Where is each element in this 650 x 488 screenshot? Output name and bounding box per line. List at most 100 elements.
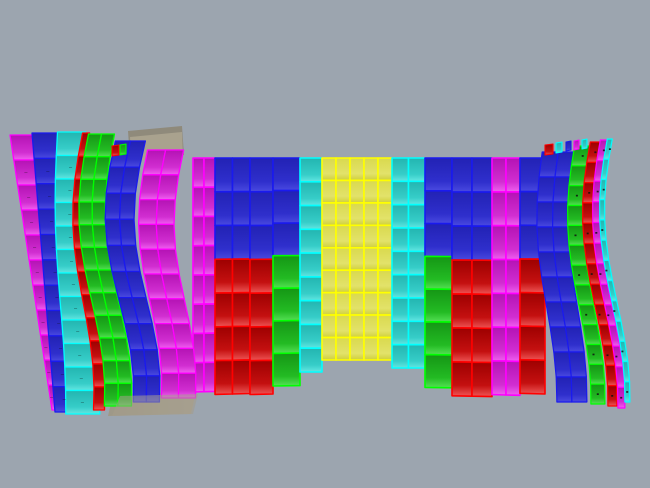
mesh-quad-span-0-7-1 bbox=[203, 361, 216, 393]
left-flange-mesh[interactable] bbox=[9, 131, 197, 415]
element-number-label: — bbox=[50, 395, 54, 399]
mesh-quad-span-5-1-1 bbox=[335, 179, 351, 204]
element-number-label: — bbox=[48, 194, 52, 198]
mesh-quad-span-5-4-3 bbox=[363, 247, 379, 272]
mesh-quad-span-7-2-0 bbox=[424, 222, 453, 258]
mesh-quad-span-5-7-3 bbox=[363, 314, 379, 339]
mesh-quad-span-9-6-0 bbox=[491, 359, 507, 396]
element-number-label: — bbox=[69, 236, 73, 240]
mesh-quad-right-0-1-0 bbox=[536, 176, 556, 203]
mesh-quad-right-0-2-0 bbox=[536, 201, 554, 228]
mesh-quad-span-8-5-0 bbox=[451, 326, 473, 364]
mesh-quad-span-1-4-1 bbox=[231, 291, 251, 328]
mesh-quad-span-6-2-1 bbox=[407, 203, 426, 229]
mesh-quad-span-1-1-1 bbox=[231, 190, 251, 227]
element-number-label: — bbox=[81, 400, 85, 404]
fea-mesh-root[interactable] bbox=[9, 131, 631, 416]
mesh-quad-span-1-5-0 bbox=[214, 325, 234, 362]
mesh-quad-left-5-8-1 bbox=[143, 349, 161, 377]
element-number-label bbox=[613, 310, 616, 312]
mesh-quad-span-5-6-0 bbox=[321, 291, 337, 316]
fringe-cap-5 bbox=[111, 144, 120, 157]
mesh-quad-span-5-1-4 bbox=[377, 179, 393, 204]
mesh-quad-left-4-1-1 bbox=[93, 156, 111, 180]
mesh-quad-span-4-7-0 bbox=[299, 323, 323, 350]
element-number-label: — bbox=[59, 346, 63, 350]
mesh-quad-span-4-1-0 bbox=[299, 181, 323, 207]
element-number-label bbox=[611, 395, 614, 397]
mesh-quad-span-6-4-1 bbox=[407, 250, 426, 276]
mesh-quad-right-2-3-0 bbox=[582, 202, 594, 224]
element-number-label: — bbox=[61, 372, 65, 376]
mesh-quad-span-6-1-0 bbox=[391, 180, 410, 206]
element-number-label bbox=[585, 313, 588, 316]
element-number-label: — bbox=[63, 397, 67, 401]
mesh-quad-left-6-1-1 bbox=[156, 174, 180, 201]
mesh-quad-span-5-3-4 bbox=[377, 224, 393, 249]
mesh-quad-right-1-5-0 bbox=[568, 244, 588, 266]
mesh-quad-span-5-6-3 bbox=[363, 291, 379, 316]
mesh-quad-span-6-8-0 bbox=[391, 343, 410, 369]
mesh-quad-span-0-4-1 bbox=[203, 273, 216, 305]
mesh-quad-span-0-6-1 bbox=[203, 332, 216, 364]
mesh-quad-span-5-8-3 bbox=[363, 336, 379, 361]
mesh-quad-span-2-3-0 bbox=[249, 258, 274, 295]
mesh-quad-span-5-3-2 bbox=[349, 224, 365, 249]
mesh-quad-right-0-9-0 bbox=[555, 376, 573, 403]
mesh-quad-span-9-1-0 bbox=[491, 191, 507, 227]
mesh-quad-left-6-8-0 bbox=[158, 347, 180, 374]
mesh-quad-span-0-1-1 bbox=[203, 186, 216, 218]
right-flange-mesh[interactable] bbox=[536, 138, 631, 409]
mesh-quad-span-10-4-0 bbox=[519, 291, 546, 328]
mesh-quad-span-6-3-0 bbox=[391, 227, 410, 253]
mesh-quad-span-1-5-1 bbox=[231, 325, 251, 362]
mesh-quad-span-5-5-0 bbox=[321, 269, 337, 294]
mesh-quad-left-6-2-1 bbox=[155, 198, 176, 226]
mesh-quad-span-6-5-0 bbox=[391, 273, 410, 299]
mesh-quad-right-1-10-0 bbox=[585, 343, 604, 365]
mesh-quad-span-5-5-4 bbox=[377, 269, 393, 294]
mesh-quad-span-1-3-1 bbox=[231, 258, 251, 294]
mesh-quad-span-3-4-0 bbox=[272, 287, 301, 322]
mesh-quad-span-5-0-2 bbox=[349, 157, 365, 182]
mesh-quad-left-6-3-0 bbox=[137, 223, 159, 250]
mesh-quad-span-3-5-0 bbox=[272, 319, 301, 355]
mesh-quad-left-4-10-1 bbox=[115, 360, 133, 384]
mesh-quad-span-0-3-1 bbox=[203, 244, 216, 276]
mesh-quad-span-8-0-1 bbox=[471, 157, 493, 193]
mesh-quad-left-6-9-0 bbox=[160, 372, 180, 399]
element-number-label bbox=[626, 391, 629, 393]
mesh-quad-span-6-7-0 bbox=[391, 320, 410, 346]
mesh-quad-span-1-3-0 bbox=[214, 258, 234, 294]
mesh-quad-span-2-0-0 bbox=[249, 157, 274, 193]
mesh-quad-span-9-2-0 bbox=[491, 224, 507, 261]
fringe-cap-6 bbox=[119, 143, 127, 156]
element-number-label bbox=[596, 190, 599, 193]
mesh-quad-span-1-6-0 bbox=[214, 359, 234, 396]
mesh-quad-span-8-6-1 bbox=[471, 361, 493, 398]
mesh-quad-right-0-3-1 bbox=[551, 226, 571, 253]
mesh-quad-span-6-0-0 bbox=[391, 157, 410, 183]
mesh-quad-span-0-3-0 bbox=[192, 244, 205, 276]
mesh-quad-span-2-6-0 bbox=[249, 359, 274, 396]
element-number-label bbox=[598, 313, 601, 316]
mesh-quad-span-1-1-0 bbox=[214, 190, 234, 227]
mesh-quad-right-1-11-0 bbox=[588, 363, 606, 385]
element-number-label bbox=[621, 350, 624, 353]
element-number-label bbox=[590, 273, 593, 275]
edge-fringe-caps bbox=[111, 138, 588, 157]
mesh-quad-span-5-4-0 bbox=[321, 247, 337, 272]
mesh-quad-span-5-0-1 bbox=[335, 157, 351, 182]
mesh-quad-span-5-1-0 bbox=[321, 179, 337, 204]
fringe-cap-3 bbox=[573, 139, 580, 151]
mesh-quad-left-4-3-1 bbox=[91, 201, 107, 226]
element-number-label bbox=[601, 229, 604, 231]
mesh-quad-span-8-3-0 bbox=[451, 259, 473, 295]
mesh-quad-right-0-2-1 bbox=[551, 201, 570, 228]
mesh-quad-span-4-6-0 bbox=[299, 299, 323, 326]
mesh-quad-span-7-4-0 bbox=[424, 288, 453, 323]
mesh-quad-span-5-0-4 bbox=[377, 157, 393, 182]
element-number-label bbox=[595, 232, 598, 234]
